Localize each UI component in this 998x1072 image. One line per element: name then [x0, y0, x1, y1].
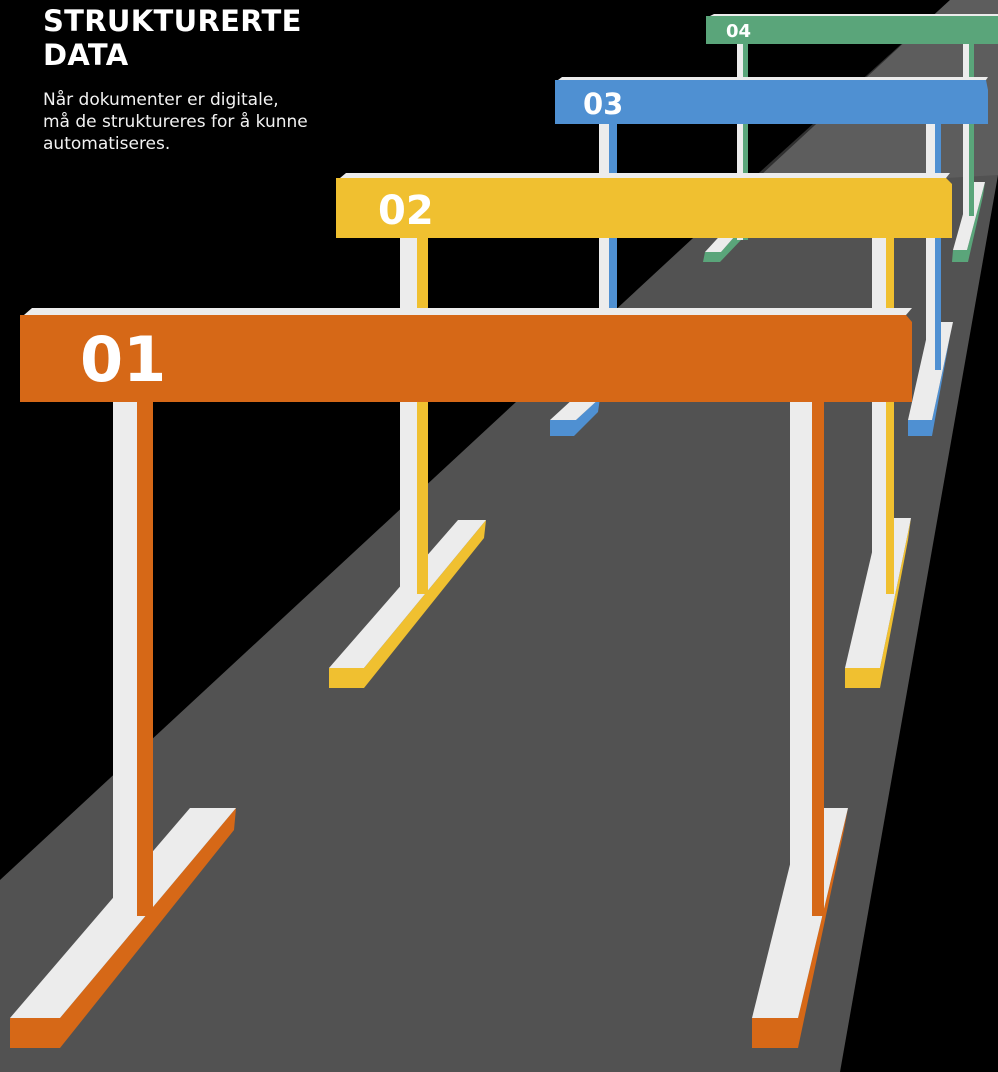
hurdle-02: 02	[329, 173, 952, 688]
hurdle-04: 04	[703, 14, 998, 262]
hurdle-03-bar	[555, 80, 988, 124]
hurdle-02-left-foot	[329, 520, 486, 688]
hurdle-03-number: 03	[583, 87, 623, 121]
hurdle-01-right-foot	[752, 808, 848, 1048]
hurdle-02-right-foot	[845, 518, 911, 688]
description-line-1: Når dokumenter er digitale,	[43, 90, 279, 110]
section-title: STRUKTURERTE DATA	[43, 4, 383, 72]
description-line-3: automatiseres.	[43, 134, 171, 154]
hurdle-02-bar	[336, 178, 952, 238]
hurdle-03-right-foot	[908, 322, 953, 436]
section-title-line-1: STRUKTURERTE	[43, 4, 302, 38]
hurdle-02-number: 02	[378, 188, 434, 234]
hurdle-01-left-foot	[10, 808, 236, 1048]
hurdle-04-bar	[706, 16, 998, 44]
hurdle-01-bar	[20, 315, 912, 402]
hurdle-04-right-foot	[952, 182, 985, 262]
description-line-2: må de struktureres for å kunne	[43, 112, 308, 132]
hurdle-01-number: 01	[80, 323, 166, 396]
hurdle-04-left-foot	[703, 228, 742, 262]
hurdle-04-number: 04	[726, 21, 751, 42]
section-description: Når dokumenter er digitale, må de strukt…	[43, 89, 403, 155]
hurdle-03: 03	[550, 77, 988, 436]
hurdle-03-left-foot	[550, 398, 600, 436]
hurdle-01: 01	[10, 308, 912, 1048]
section-title-line-2: DATA	[43, 38, 129, 72]
